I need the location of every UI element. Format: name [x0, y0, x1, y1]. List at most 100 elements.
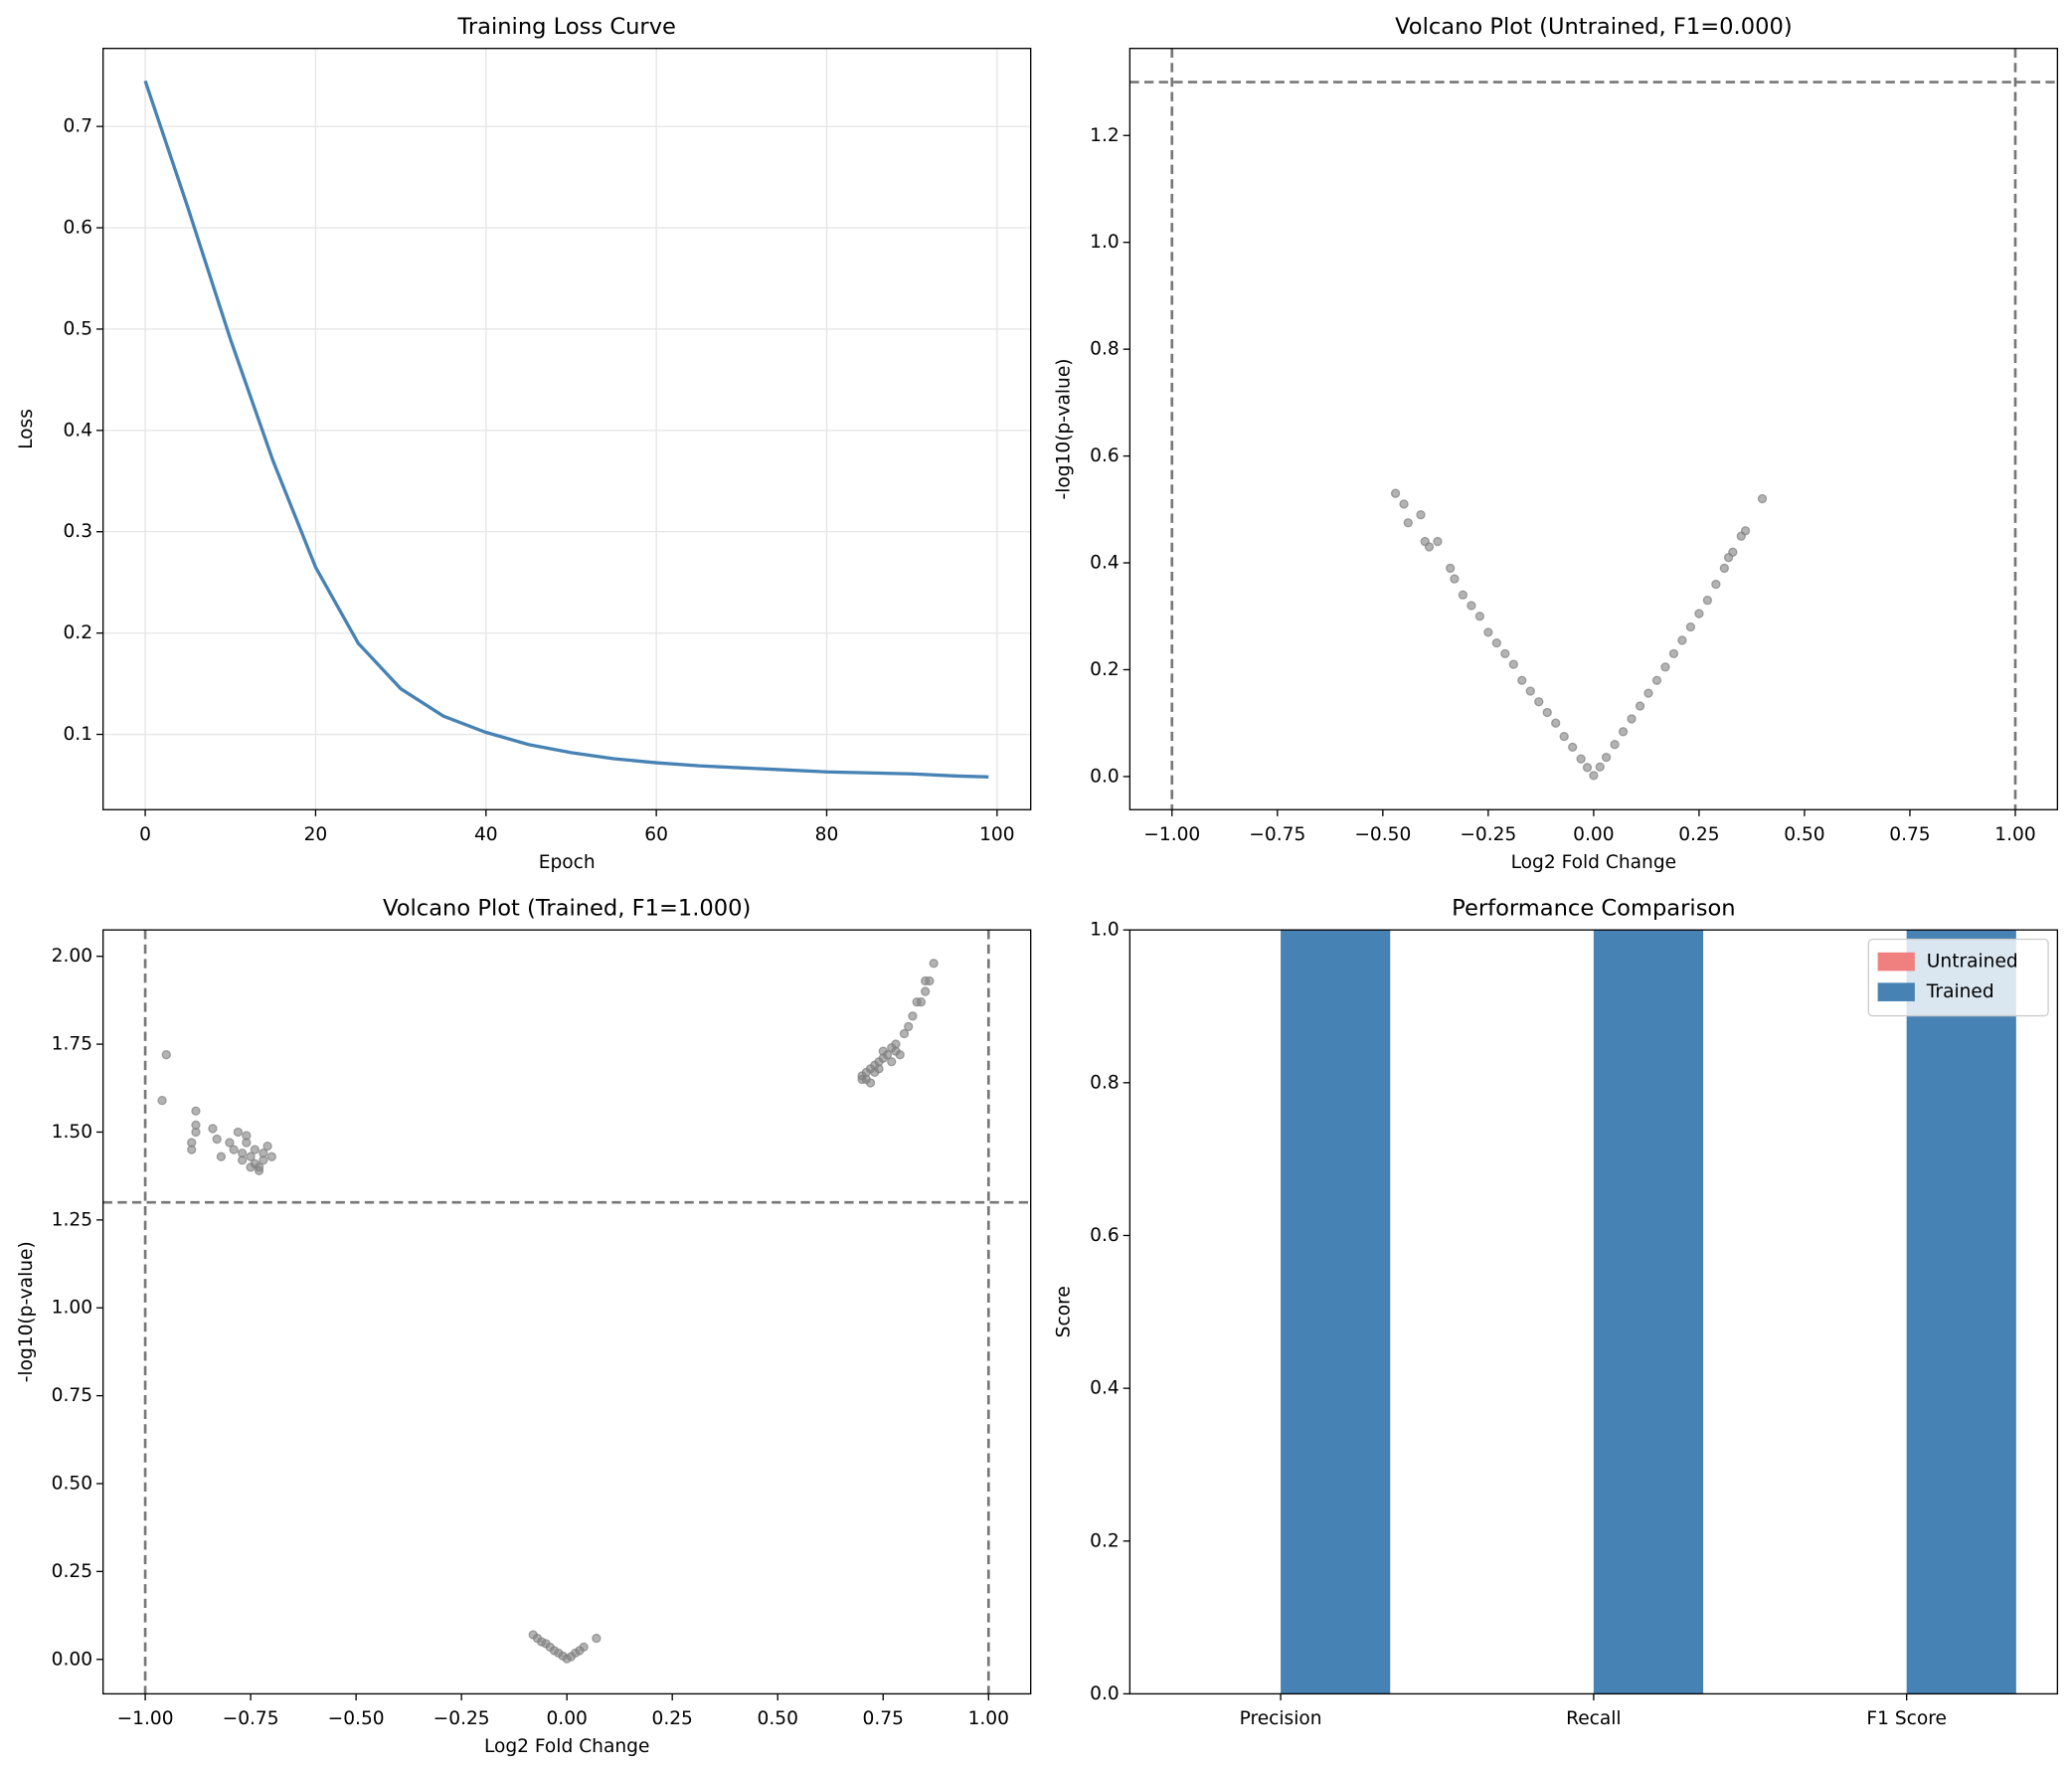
- axes-frame: [102, 929, 1032, 1695]
- y-tick-label: 0.1: [63, 724, 92, 745]
- point: [1719, 563, 1729, 574]
- y-tick-label: 0.6: [63, 218, 92, 239]
- axes-frame: [1128, 48, 2059, 810]
- x-tick-label: Recall: [1566, 1708, 1621, 1729]
- y-tick-label: 0.4: [63, 420, 92, 441]
- point: [1559, 731, 1569, 742]
- x-tick-label: F1 Score: [1866, 1708, 1947, 1729]
- point: [1601, 752, 1612, 763]
- y-tick-label: 0.6: [1090, 445, 1120, 466]
- point: [916, 997, 927, 1007]
- point: [233, 1127, 244, 1138]
- chart-title: Performance Comparison: [1452, 895, 1735, 921]
- y-axis-label: Loss: [16, 409, 37, 449]
- point: [157, 1095, 167, 1106]
- y-tick-label: 1.0: [1090, 232, 1120, 253]
- y-tick-label: 0.8: [1090, 339, 1120, 360]
- x-tick-label: −0.50: [328, 1708, 385, 1729]
- point: [1660, 662, 1670, 672]
- point: [1542, 707, 1552, 718]
- point: [1728, 547, 1738, 557]
- x-tick-label: 20: [304, 824, 328, 845]
- axes-frame: [1128, 929, 2059, 1695]
- point: [262, 1141, 272, 1151]
- x-tick-label: −0.75: [223, 1708, 279, 1729]
- chart-title: Volcano Plot (Untrained, F1=0.000): [1395, 14, 1793, 40]
- y-tick-label: 0.0: [1090, 1683, 1120, 1704]
- point: [250, 1145, 259, 1154]
- point: [1450, 574, 1460, 584]
- x-tick-label: −1.00: [117, 1708, 174, 1729]
- point: [1610, 740, 1620, 750]
- y-tick-label: 1.00: [52, 1298, 92, 1319]
- point: [1399, 499, 1409, 509]
- x-tick-label: 0.75: [1889, 824, 1930, 845]
- point: [1589, 771, 1599, 781]
- x-tick-label: −0.75: [1249, 824, 1305, 845]
- y-tick-label: 2.00: [52, 946, 92, 967]
- point: [1568, 742, 1578, 753]
- point: [1651, 675, 1662, 685]
- point: [1517, 675, 1527, 685]
- x-tick-label: 0.00: [1573, 824, 1614, 845]
- y-tick-label: 0.2: [1090, 659, 1120, 680]
- x-tick-label: 0: [139, 824, 151, 845]
- point: [1694, 609, 1704, 619]
- point: [1446, 563, 1456, 574]
- y-tick-label: 0.50: [52, 1473, 92, 1494]
- point: [266, 1151, 276, 1161]
- point: [1433, 536, 1443, 547]
- point: [237, 1155, 248, 1165]
- x-tick-label: Precision: [1240, 1708, 1322, 1729]
- y-tick-label: 1.50: [52, 1122, 92, 1143]
- point: [1483, 627, 1493, 637]
- point: [216, 1151, 227, 1161]
- x-tick-label: 0.25: [1678, 824, 1719, 845]
- point: [1403, 518, 1413, 528]
- bar: [1593, 930, 1704, 1694]
- x-tick-label: −0.50: [1354, 824, 1411, 845]
- y-tick-label: 0.4: [1090, 553, 1120, 574]
- point: [882, 1050, 893, 1060]
- point: [1551, 718, 1561, 728]
- point: [1668, 648, 1679, 659]
- y-tick-label: 0.5: [63, 318, 92, 339]
- point: [1474, 612, 1485, 621]
- point: [259, 1149, 268, 1158]
- point: [229, 1145, 239, 1154]
- axes-frame: [102, 48, 1032, 810]
- y-tick-label: 0.2: [63, 622, 92, 643]
- point: [225, 1138, 235, 1148]
- x-tick-label: 0.75: [863, 1708, 904, 1729]
- bar: [1906, 930, 2016, 1694]
- x-tick-label: 80: [815, 824, 839, 845]
- point: [1643, 688, 1653, 698]
- point: [1685, 621, 1696, 632]
- y-axis-label: -log10(p-value): [1053, 358, 1074, 499]
- x-tick-label: 0.00: [546, 1708, 587, 1729]
- y-tick-label: 0.75: [52, 1385, 92, 1406]
- point: [908, 1011, 918, 1021]
- point: [1618, 727, 1629, 737]
- point: [1576, 754, 1586, 764]
- legend-label: Untrained: [1927, 952, 2018, 973]
- x-tick-label: 1.00: [968, 1708, 1009, 1729]
- y-tick-label: 1.75: [52, 1034, 92, 1055]
- point: [1677, 635, 1687, 645]
- chart-title: Training Loss Curve: [456, 14, 676, 40]
- y-axis-label: Score: [1053, 1286, 1074, 1337]
- legend-label: Trained: [1926, 981, 1994, 1002]
- x-tick-label: 40: [474, 824, 498, 845]
- point: [579, 1642, 589, 1653]
- loss-line: [143, 80, 989, 779]
- point: [1424, 542, 1435, 552]
- y-tick-label: 0.3: [63, 521, 92, 542]
- point: [1635, 701, 1645, 711]
- point: [1595, 762, 1605, 772]
- point: [161, 1050, 171, 1060]
- point: [208, 1124, 218, 1134]
- point: [1525, 686, 1535, 696]
- y-tick-label: 0.0: [1090, 766, 1120, 787]
